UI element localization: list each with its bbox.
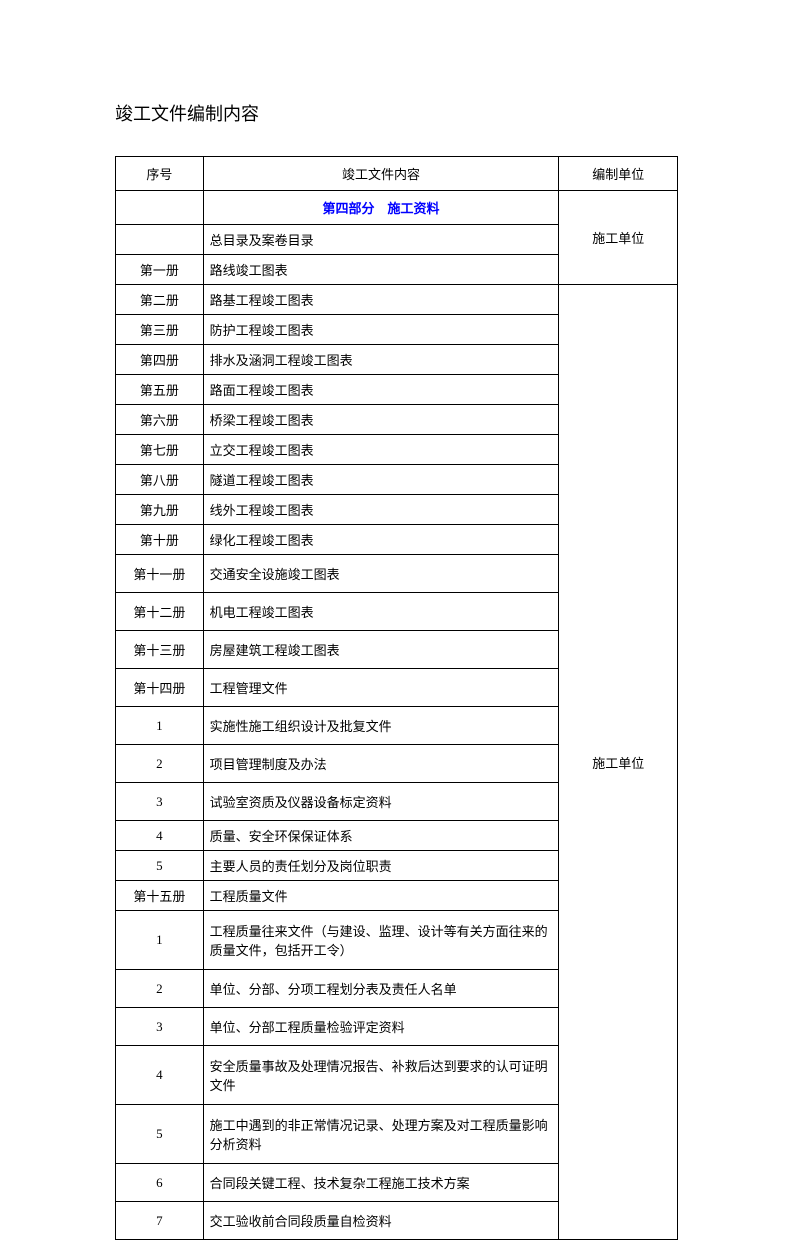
row-content: 实施性施工组织设计及批复文件: [203, 707, 559, 745]
row-content: 防护工程竣工图表: [203, 315, 559, 345]
header-unit: 编制单位: [559, 157, 678, 191]
row-content: 安全质量事故及处理情况报告、补救后达到要求的认可证明文件: [203, 1046, 559, 1105]
row-seq: 第三册: [116, 315, 204, 345]
row-content: 路基工程竣工图表: [203, 285, 559, 315]
table-header-row: 序号 竣工文件内容 编制单位: [116, 157, 678, 191]
row-content: 单位、分部、分项工程划分表及责任人名单: [203, 970, 559, 1008]
row-seq: 第六册: [116, 405, 204, 435]
header-content: 竣工文件内容: [203, 157, 559, 191]
row-seq: 第一册: [116, 255, 204, 285]
unit-cell-2: 施工单位: [559, 285, 678, 1240]
row-content: 项目管理制度及办法: [203, 745, 559, 783]
row-seq: 3: [116, 1008, 204, 1046]
table-row: 第二册路基工程竣工图表施工单位: [116, 285, 678, 315]
section-header-cell: 第四部分 施工资料: [203, 191, 559, 225]
row-content: 绿化工程竣工图表: [203, 525, 559, 555]
row-seq: 第八册: [116, 465, 204, 495]
row-content: 工程管理文件: [203, 669, 559, 707]
row-seq: 6: [116, 1164, 204, 1202]
row-seq: 第十二册: [116, 593, 204, 631]
row-content: 工程质量文件: [203, 881, 559, 911]
row-content: 交通安全设施竣工图表: [203, 555, 559, 593]
row-content: 工程质量往来文件（与建设、监理、设计等有关方面往来的质量文件，包括开工令）: [203, 911, 559, 970]
row-seq: 1: [116, 707, 204, 745]
row-content: 立交工程竣工图表: [203, 435, 559, 465]
row-seq: 5: [116, 1105, 204, 1164]
row-content: 路面工程竣工图表: [203, 375, 559, 405]
row-seq: 1: [116, 911, 204, 970]
row-seq: 第二册: [116, 285, 204, 315]
row-seq: 第十三册: [116, 631, 204, 669]
completion-docs-table: 序号 竣工文件内容 编制单位 第四部分 施工资料施工单位总目录及案卷目录第一册路…: [115, 156, 678, 1240]
row-content: 桥梁工程竣工图表: [203, 405, 559, 435]
unit-cell-1: 施工单位: [559, 191, 678, 285]
row-seq: 2: [116, 745, 204, 783]
row-seq: 第十五册: [116, 881, 204, 911]
row-content: 线外工程竣工图表: [203, 495, 559, 525]
row-content: 隧道工程竣工图表: [203, 465, 559, 495]
row-content: 总目录及案卷目录: [203, 225, 559, 255]
section-header-row: 第四部分 施工资料施工单位: [116, 191, 678, 225]
row-content: 主要人员的责任划分及岗位职责: [203, 851, 559, 881]
row-seq: [116, 225, 204, 255]
row-seq: 第五册: [116, 375, 204, 405]
row-content: 合同段关键工程、技术复杂工程施工技术方案: [203, 1164, 559, 1202]
row-content: 交工验收前合同段质量自检资料: [203, 1202, 559, 1240]
row-seq: 第十四册: [116, 669, 204, 707]
page-title: 竣工文件编制内容: [115, 100, 678, 126]
row-seq: 第四册: [116, 345, 204, 375]
row-content: 质量、安全环保保证体系: [203, 821, 559, 851]
row-content: 机电工程竣工图表: [203, 593, 559, 631]
row-seq: 第十一册: [116, 555, 204, 593]
row-seq: 2: [116, 970, 204, 1008]
row-content: 单位、分部工程质量检验评定资料: [203, 1008, 559, 1046]
row-seq: 7: [116, 1202, 204, 1240]
row-seq: 4: [116, 1046, 204, 1105]
section-header-seq: [116, 191, 204, 225]
row-seq: 5: [116, 851, 204, 881]
header-seq: 序号: [116, 157, 204, 191]
row-seq: 第七册: [116, 435, 204, 465]
row-seq: 第九册: [116, 495, 204, 525]
row-content: 路线竣工图表: [203, 255, 559, 285]
row-seq: 3: [116, 783, 204, 821]
row-seq: 第十册: [116, 525, 204, 555]
row-content: 排水及涵洞工程竣工图表: [203, 345, 559, 375]
row-seq: 4: [116, 821, 204, 851]
row-content: 房屋建筑工程竣工图表: [203, 631, 559, 669]
row-content: 试验室资质及仪器设备标定资料: [203, 783, 559, 821]
row-content: 施工中遇到的非正常情况记录、处理方案及对工程质量影响分析资料: [203, 1105, 559, 1164]
